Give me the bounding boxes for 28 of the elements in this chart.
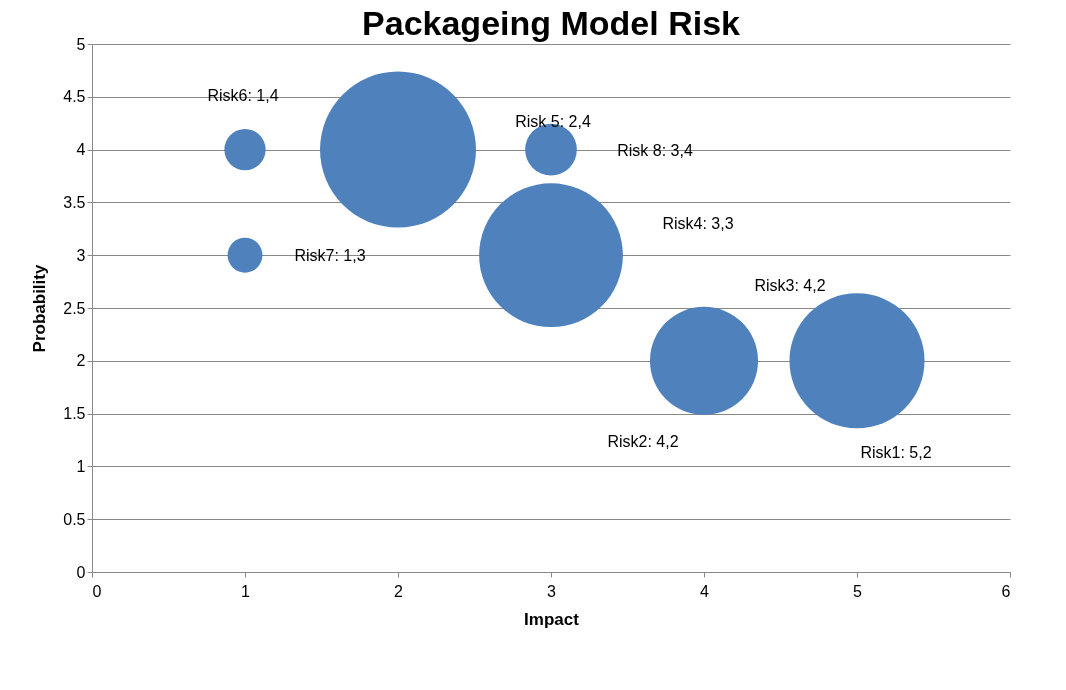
y-tick-label: 2.5 <box>63 299 86 317</box>
annotation: Risk6: 1,4 <box>207 87 279 104</box>
annotation: Risk4: 3,3 <box>662 215 734 232</box>
y-tick-label: 0 <box>76 563 86 581</box>
y-tick-label: 3.5 <box>63 193 86 211</box>
chart-title: Packageing Model Risk <box>362 4 741 42</box>
annotation: Risk3: 4,2 <box>754 277 826 294</box>
y-tick-label: 4 <box>76 141 86 159</box>
y-tick-label: 3 <box>76 246 86 264</box>
y-tick-label: 1 <box>76 457 86 475</box>
x-tick-label: 5 <box>853 582 863 600</box>
y-tick-label: 2 <box>76 352 86 370</box>
y-tick-label: 1.5 <box>63 405 86 423</box>
x-tick-label: 4 <box>700 582 710 600</box>
x-axis-title: Impact <box>524 609 580 629</box>
annotation: Risk7: 1,3 <box>294 247 366 264</box>
y-tick-label: 0.5 <box>63 510 86 528</box>
annotation: Risk1: 5,2 <box>860 444 932 461</box>
x-tick-label: 3 <box>547 582 557 600</box>
x-tick-label: 1 <box>241 582 251 600</box>
y-tick-label: 5 <box>76 35 86 53</box>
x-tick-label: 0 <box>92 582 102 600</box>
y-axis-title: Probability <box>30 264 50 353</box>
x-tick-label: 6 <box>1001 582 1011 600</box>
annotation: Risk2: 4,2 <box>607 433 679 450</box>
annotation: Risk 8: 3,4 <box>617 142 693 159</box>
y-tick-label: 4.5 <box>63 88 86 106</box>
x-tick-label: 2 <box>394 582 404 600</box>
